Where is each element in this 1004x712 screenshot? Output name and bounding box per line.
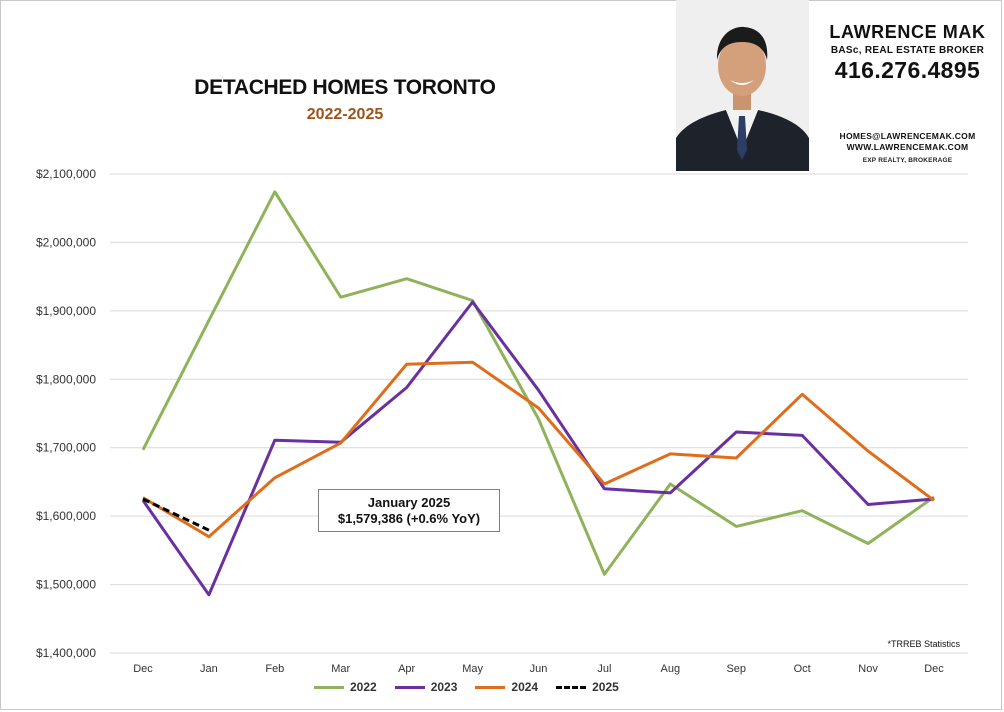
x-tick-label: Feb xyxy=(265,663,284,675)
legend-label-2023: 2023 xyxy=(430,680,458,694)
x-tick-label: Aug xyxy=(661,663,681,675)
x-tick-label: Dec xyxy=(924,663,944,675)
chart-title: DETACHED HOMES TORONTO xyxy=(194,76,496,99)
y-tick-label: $1,400,000 xyxy=(36,646,96,660)
series-line-2025 xyxy=(142,497,210,532)
legend-label-2025: 2025 xyxy=(592,680,619,694)
y-tick-label: $1,600,000 xyxy=(36,509,96,523)
y-tick-label: $2,100,000 xyxy=(36,167,96,181)
x-tick-label: Dec xyxy=(133,663,153,675)
x-tick-label: Apr xyxy=(398,663,415,675)
agent-portrait-image xyxy=(676,0,809,171)
x-tick-label: Jan xyxy=(200,663,218,675)
agent-photo xyxy=(676,0,809,171)
agent-website[interactable]: WWW.LAWRENCEMAK.COM xyxy=(846,142,969,152)
source-note: *TRREB Statistics xyxy=(887,639,960,649)
callout-box: January 2025 $1,579,386 (+0.6% YoY) xyxy=(318,489,500,532)
x-tick-label: Oct xyxy=(794,663,811,675)
legend-swatch-2024 xyxy=(475,685,506,689)
x-tick-label: Nov xyxy=(858,663,878,675)
callout-line-1: January 2025 xyxy=(367,495,451,510)
y-tick-label: $1,500,000 xyxy=(36,578,96,592)
legend-label-2024: 2024 xyxy=(511,680,539,694)
legend-item-2022: 2022 xyxy=(314,680,377,694)
y-tick-label: $1,900,000 xyxy=(36,304,96,318)
x-tick-label: Jun xyxy=(530,663,548,675)
callout-line-2: $1,579,386 (+0.6% YoY) xyxy=(337,511,481,526)
y-tick-label: $2,000,000 xyxy=(36,235,96,249)
legend-swatch-2023 xyxy=(394,685,425,689)
x-tick-label: Sep xyxy=(726,663,746,675)
legend-label-2022: 2022 xyxy=(350,680,377,694)
agent-email[interactable]: HOMES@LAWRENCEMAK.COM xyxy=(839,131,976,141)
y-axis-tick-labels: $1,400,000 $1,500,000 $1,600,000 $1,700,000… xyxy=(36,167,96,660)
x-tick-label: Mar xyxy=(331,663,350,675)
agent-name: LAWRENCE MAK xyxy=(829,22,986,42)
agent-phone[interactable]: 416.276.4895 xyxy=(834,57,981,83)
y-tick-label: $1,700,000 xyxy=(36,441,96,455)
series-lines xyxy=(141,190,935,597)
gridlines xyxy=(110,173,968,654)
legend: 2022 2023 2024 2025 xyxy=(314,678,619,696)
x-tick-label: Jul xyxy=(597,663,611,675)
x-axis-tick-labels: Dec Jan Feb Mar Apr May Jun Jul Aug Sep Oct Nov Dec xyxy=(133,663,944,675)
legend-swatch-2022 xyxy=(314,685,344,689)
legend-swatch-2025 xyxy=(556,685,587,689)
legend-item-2025: 2025 xyxy=(556,680,619,694)
series-line-2023 xyxy=(141,300,935,597)
agent-brokerage: EXP REALTY, BROKERAGE xyxy=(862,157,953,164)
x-tick-label: May xyxy=(462,663,483,675)
agent-credentials: BASc, REAL ESTATE BROKER xyxy=(830,45,985,56)
chart-subtitle: 2022-2025 xyxy=(306,106,384,123)
series-line-2022 xyxy=(141,190,935,576)
series-line-2024 xyxy=(142,360,935,539)
legend-item-2024: 2024 xyxy=(475,680,538,694)
legend-item-2023: 2023 xyxy=(394,680,458,694)
y-tick-label: $1,800,000 xyxy=(36,372,96,386)
